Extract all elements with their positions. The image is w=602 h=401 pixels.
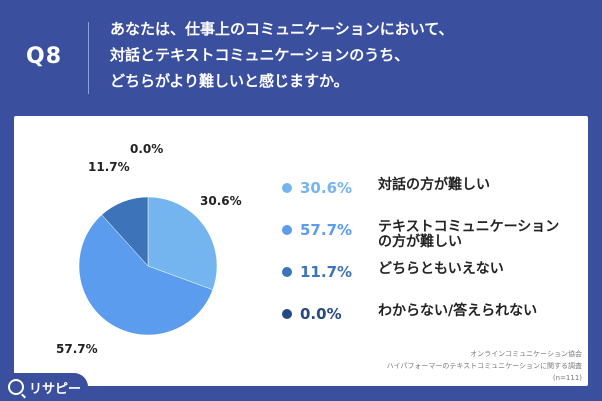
question-header: Q8 あなたは、仕事上のコミュニケーションにおいて、 対話とテキストコミュニケー… <box>0 0 602 112</box>
question-text: あなたは、仕事上のコミュニケーションにおいて、 対話とテキストコミュニケーション… <box>110 16 454 94</box>
legend-label: わからない/答えられない <box>378 304 578 319</box>
legend-pct: 57.7% <box>300 221 353 239</box>
legend-item: 0.0% わからない/答えられない <box>282 304 578 324</box>
slice-label-2: 11.7% <box>88 160 130 174</box>
legend-item: 57.7% テキストコミュニケーション の方が難しい <box>282 220 578 250</box>
legend-label-line: 対話の方が難しい <box>378 177 490 193</box>
legend-swatch <box>282 183 292 193</box>
slice-label-0: 30.6% <box>200 194 242 208</box>
legend-item: 30.6% 対話の方が難しい <box>282 178 578 198</box>
legend-label-line: の方が難しい <box>378 234 462 250</box>
header-divider <box>88 22 89 94</box>
legend-label-line: わからない/答えられない <box>378 303 538 319</box>
legend-pct: 0.0% <box>300 305 342 323</box>
legend-label: どちらともいえない <box>378 262 578 277</box>
pie-slice <box>78 214 214 336</box>
legend-swatch <box>282 267 292 277</box>
legend-label-line: どちらともいえない <box>378 261 504 277</box>
magnifier-icon <box>8 379 24 395</box>
legend-swatch <box>282 225 292 235</box>
pie-chart <box>78 196 218 336</box>
legend-swatch <box>282 309 292 319</box>
legend-label: テキストコミュニケーション の方が難しい <box>378 220 578 250</box>
sample-size: (n=111) <box>552 374 582 382</box>
pie-slice <box>101 196 149 267</box>
source-survey: ハイパフォーマーのテキストコミュニケーションに関する調査 <box>386 362 582 370</box>
question-line-1: あなたは、仕事上のコミュニケーションにおいて、 <box>110 20 454 38</box>
question-number: Q8 <box>26 44 63 69</box>
legend-pct: 30.6% <box>300 179 353 197</box>
pie-slice <box>147 196 218 291</box>
question-line-2: 対話とテキストコミュニケーションのうち、 <box>110 46 410 64</box>
question-line-3: どちらがより難しいと感じますか。 <box>110 72 349 90</box>
legend-label: 対話の方が難しい <box>378 178 578 193</box>
legend-label-line: テキストコミュニケーション <box>378 219 560 235</box>
source-note: オンラインコミュニケーション協会 ハイパフォーマーのテキストコミュニケーションに… <box>387 348 582 384</box>
slice-label-3: 0.0% <box>130 142 164 156</box>
legend-item: 11.7% どちらともいえない <box>282 262 578 282</box>
legend-pct: 11.7% <box>300 263 353 281</box>
brand-badge: リサピー <box>0 373 88 401</box>
slice-label-1: 57.7% <box>56 342 98 356</box>
source-org: オンラインコミュニケーション協会 <box>470 350 582 358</box>
brand-name: リサピー <box>29 381 82 397</box>
chart-panel: 30.6% 57.7% 11.7% 0.0% 30.6% 対話の方が難しい 57… <box>14 116 588 386</box>
